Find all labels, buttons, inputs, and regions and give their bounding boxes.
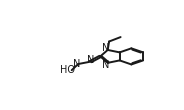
Text: HO: HO — [60, 65, 75, 75]
Text: N: N — [102, 60, 109, 70]
Text: N: N — [73, 59, 81, 69]
Text: N: N — [87, 55, 95, 65]
Text: N: N — [102, 43, 109, 53]
